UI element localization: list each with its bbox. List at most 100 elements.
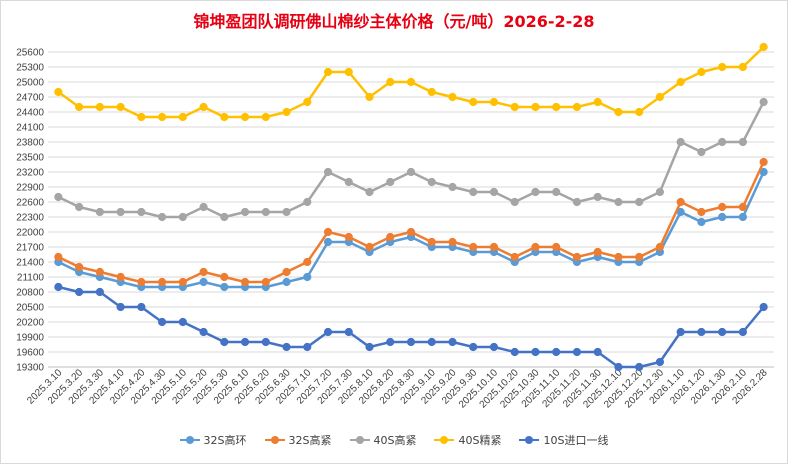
data-point [116,302,125,312]
data-point [116,272,125,282]
data-point [282,342,291,352]
data-point [572,102,582,112]
data-point [157,212,167,222]
data-point [614,252,623,262]
data-point [137,207,146,217]
data-point [552,187,561,197]
data-point [469,342,478,352]
data-point [386,337,395,347]
data-point [531,242,540,252]
data-point [676,137,685,147]
chart-legend: 32S高环 32S高紧 40S高紧 40S精紧 10S进口一线 [0,432,788,448]
data-point [261,337,270,347]
data-point [676,77,685,87]
data-point [95,287,104,297]
data-point [718,137,727,147]
data-point [738,202,747,212]
data-point [323,67,333,77]
data-point [593,192,602,202]
y-tick-label: 22600 [16,198,44,209]
legend-item: 40S精紧 [434,432,501,448]
series-line [57,161,765,284]
legend-label: 32S高紧 [288,434,332,447]
data-point [593,247,602,257]
legend-swatch [349,435,370,445]
data-point [759,157,768,167]
data-point [738,212,747,222]
data-point [738,327,747,337]
data-point [282,107,291,117]
data-point [344,327,353,337]
data-point [240,277,250,287]
data-point [54,87,63,97]
data-point [510,102,519,112]
data-point [303,342,312,352]
data-point [157,317,167,327]
data-point [448,182,457,192]
data-point [95,207,104,217]
data-point [386,77,395,87]
data-point [199,202,208,212]
y-tick-label: 20200 [16,318,44,329]
data-point [427,337,436,347]
data-point [199,102,208,112]
data-point [552,347,561,357]
y-tick-label: 19900 [16,333,44,344]
y-tick-label: 23500 [16,153,44,164]
data-point [323,227,333,237]
data-point [54,252,63,262]
data-point [406,77,416,87]
data-point [157,277,167,287]
legend-swatch [519,435,540,445]
data-point [261,277,270,287]
data-point [552,242,561,252]
data-point [427,87,436,97]
legend-item: 32S高紧 [264,432,332,448]
y-tick-label: 24100 [16,123,44,134]
data-point [220,337,229,347]
data-point [240,112,250,122]
data-point [75,262,84,272]
data-point [531,102,540,112]
data-point [655,357,665,367]
legend-label: 40S精紧 [458,434,502,447]
data-point [531,347,540,357]
data-point [427,177,436,187]
data-point [303,197,312,207]
data-point [386,177,395,187]
y-tick-label: 21400 [16,258,44,269]
data-point [303,257,312,267]
data-point [697,327,706,337]
data-point [448,92,457,102]
legend-label: 10S进口一线 [543,434,609,447]
legend-item: 32S高环 [179,432,247,448]
data-point [406,227,416,237]
y-tick-label: 19300 [16,363,44,374]
data-point [635,362,644,372]
data-point [718,327,727,337]
data-point [759,42,768,52]
y-tick-label: 24700 [16,93,44,104]
data-point [116,102,125,112]
y-tick-label: 23800 [16,138,44,149]
legend-swatch [264,435,285,445]
y-tick-label: 22900 [16,183,44,194]
data-point [510,347,519,357]
y-tick-label: 22000 [16,228,44,239]
legend-swatch [179,435,200,445]
data-point [655,92,665,102]
data-point [282,277,291,287]
data-point [282,267,291,277]
data-point [531,187,540,197]
data-point [510,252,519,262]
data-point [365,92,374,102]
data-point [240,337,250,347]
data-point [365,342,374,352]
y-tick-label: 25600 [16,48,44,59]
data-point [323,167,333,177]
data-point [738,62,747,72]
data-point [199,277,208,287]
data-point [261,112,270,122]
y-tick-label: 21700 [16,243,44,254]
data-point [344,177,353,187]
